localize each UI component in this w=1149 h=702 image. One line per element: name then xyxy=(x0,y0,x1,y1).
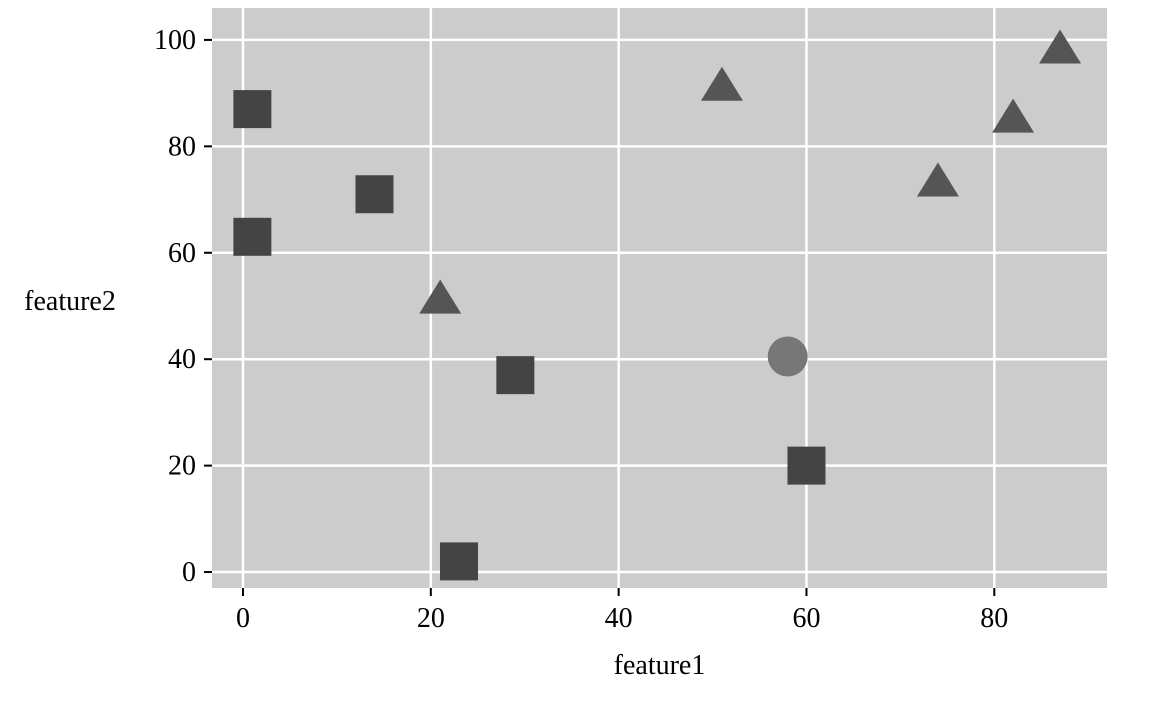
square-point xyxy=(355,175,394,214)
axes: 0 20 40 60 80 0 20 40 60 80 100 xyxy=(154,25,1008,634)
square-point xyxy=(787,446,826,485)
square-point xyxy=(496,356,535,395)
square-point xyxy=(233,90,272,129)
y-tick-label: 40 xyxy=(168,344,196,375)
x-tick-label: 20 xyxy=(417,603,445,634)
y-tick-label: 0 xyxy=(182,557,196,588)
circle-point xyxy=(767,336,808,377)
y-axis-label: feature2 xyxy=(24,286,116,317)
triangle-point xyxy=(700,66,743,101)
x-tick-label: 40 xyxy=(605,603,633,634)
y-tick-label: 60 xyxy=(168,238,196,269)
x-tick-label: 80 xyxy=(980,603,1008,634)
gridlines xyxy=(212,8,1107,588)
x-axis-label: feature1 xyxy=(614,650,706,681)
triangle-point xyxy=(1039,29,1082,64)
plot-panel xyxy=(212,8,1107,588)
triangle-point xyxy=(916,162,959,197)
y-tick-label: 100 xyxy=(154,25,196,56)
x-tick-label: 0 xyxy=(236,603,250,634)
y-tick-label: 20 xyxy=(168,451,196,482)
triangle-point xyxy=(992,98,1035,133)
square-point xyxy=(439,542,478,581)
square-point xyxy=(233,217,272,256)
x-tick-label: 60 xyxy=(792,603,820,634)
data-points xyxy=(233,29,1082,581)
y-tick-label: 80 xyxy=(168,131,196,162)
triangle-point xyxy=(419,279,462,314)
